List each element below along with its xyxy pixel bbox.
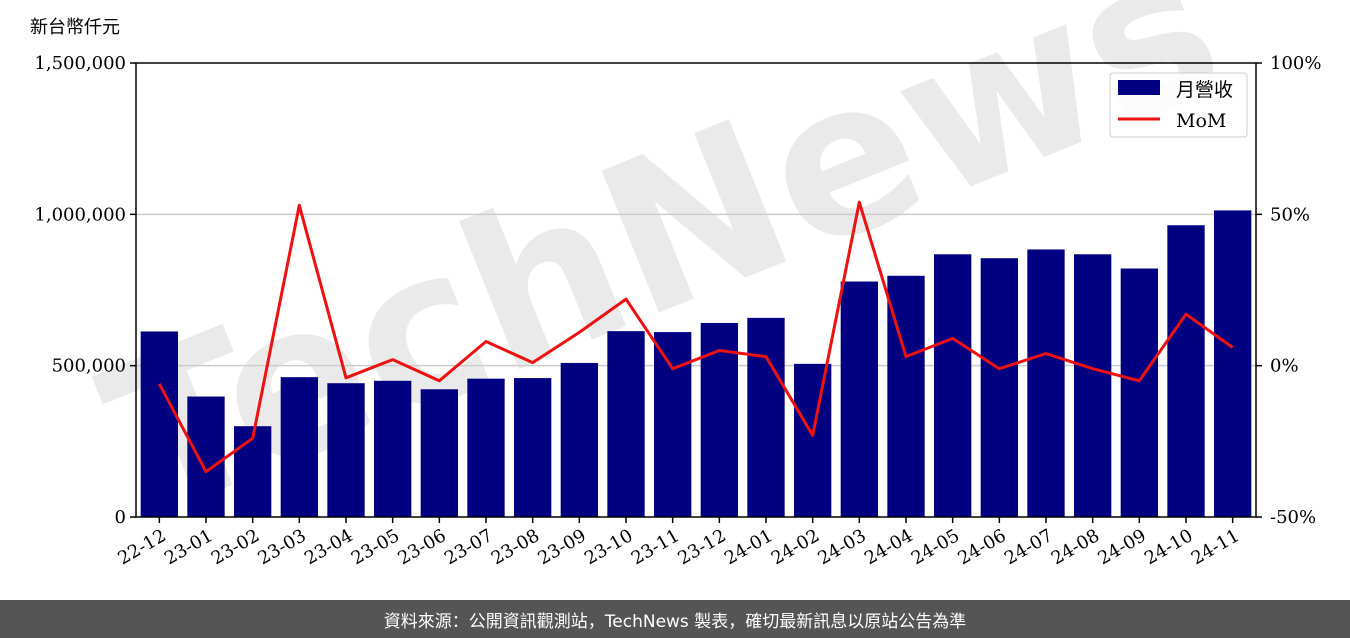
x-tick-label: 23-10 xyxy=(581,525,636,569)
bar xyxy=(747,317,785,517)
x-tick-label: 23-05 xyxy=(348,525,403,569)
footer-bar: 資料來源：公開資訊觀測站，TechNews 製表，確切最新訊息以原站公告為準 xyxy=(0,600,1350,638)
legend-bar-label: 月營收 xyxy=(1176,79,1233,101)
bar xyxy=(1167,225,1205,517)
bar xyxy=(1027,249,1065,517)
x-tick-label: 24-02 xyxy=(768,525,823,569)
plot-frame xyxy=(135,62,1257,518)
x-tick-label: 24-05 xyxy=(908,525,963,569)
legend-bar-swatch xyxy=(1118,80,1160,95)
legend: 月營收 MoM xyxy=(1109,72,1248,138)
bar xyxy=(234,426,272,517)
bar xyxy=(607,331,645,517)
x-tick-label: 23-12 xyxy=(674,525,729,569)
axes xyxy=(135,62,1257,518)
y-left-tick-label: 1,000,000 xyxy=(34,204,126,225)
bar xyxy=(1214,210,1252,517)
bar xyxy=(980,258,1018,517)
y-right-tick-label: -50% xyxy=(1270,507,1316,528)
bar xyxy=(374,380,412,517)
legend-line-label: MoM xyxy=(1176,110,1226,132)
bar xyxy=(514,378,552,517)
bar xyxy=(654,332,692,517)
x-tick-label: 24-07 xyxy=(1001,525,1056,569)
x-tick-label: 23-04 xyxy=(301,525,356,569)
bar xyxy=(934,254,972,517)
x-tick-label: 24-10 xyxy=(1141,525,1196,569)
x-tick-label: 24-09 xyxy=(1094,525,1149,569)
x-tick-label: 23-08 xyxy=(488,525,543,569)
source-note: 資料來源：公開資訊觀測站，TechNews 製表，確切最新訊息以原站公告為準 xyxy=(383,611,967,632)
x-tick-label: 24-11 xyxy=(1188,525,1243,569)
x-tick-label: 23-03 xyxy=(254,525,309,569)
x-tick-label: 24-04 xyxy=(861,525,916,569)
x-tick-label: 24-01 xyxy=(721,525,776,569)
bar xyxy=(840,281,878,517)
x-tick-label: 24-03 xyxy=(814,525,869,569)
bar xyxy=(1120,268,1158,517)
bar xyxy=(140,331,178,517)
bar xyxy=(327,383,365,517)
mom-line xyxy=(157,200,1234,474)
y-left-tick-label: 0 xyxy=(115,507,126,528)
x-tick-label: 24-06 xyxy=(954,525,1009,569)
x-tick-label: 23-06 xyxy=(394,525,449,569)
bar xyxy=(420,389,458,517)
revenue-mom-chart: TechNews 0500,0001,000,0001,500,000-50%0… xyxy=(30,0,1321,569)
x-tick-label: 22-12 xyxy=(114,525,169,569)
bar xyxy=(187,396,225,517)
x-tick-label: 23-09 xyxy=(534,525,589,569)
bar xyxy=(794,363,832,517)
bar xyxy=(560,362,598,517)
grid-lines xyxy=(136,213,1256,367)
y-right-tick-label: 100% xyxy=(1270,53,1321,74)
x-tick-label: 23-07 xyxy=(441,525,496,569)
y-right-tick-label: 50% xyxy=(1270,204,1310,225)
y-left-tick-label: 1,500,000 xyxy=(34,53,126,74)
y-right-tick-label: 0% xyxy=(1270,356,1299,377)
y-axis-unit-label: 新台幣仟元 xyxy=(30,17,120,38)
x-tick-label: 24-08 xyxy=(1048,525,1103,569)
y-left-tick-label: 500,000 xyxy=(52,356,126,377)
bar xyxy=(280,377,318,517)
bar xyxy=(1074,254,1112,517)
mom-line-series xyxy=(157,200,1234,474)
bar xyxy=(467,378,505,517)
x-tick-label: 23-11 xyxy=(628,525,683,569)
bar-series xyxy=(140,210,1252,517)
